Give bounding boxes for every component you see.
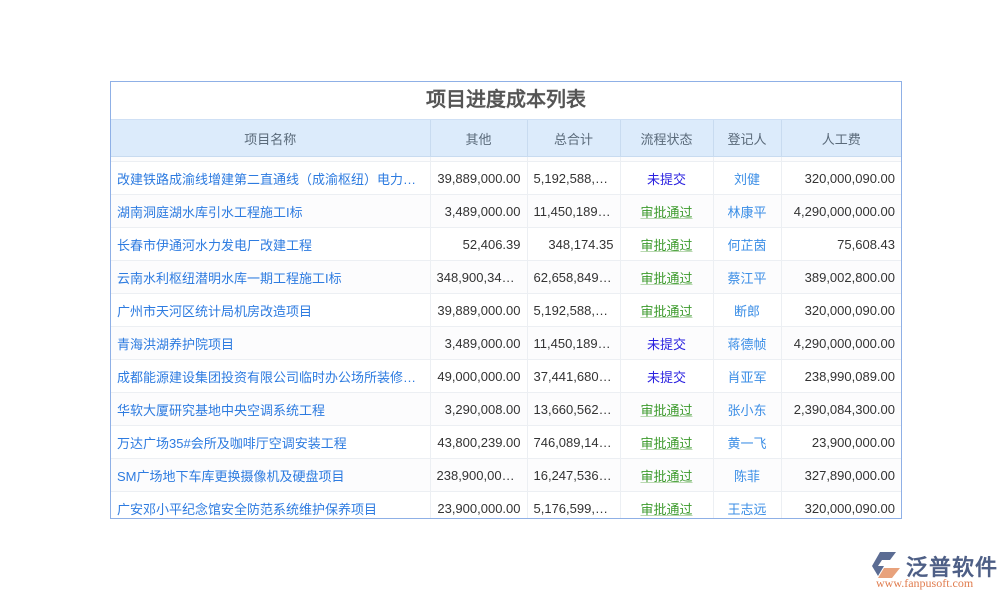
column-header-person[interactable]: 登记人 — [713, 120, 782, 157]
other-cost-cell: 49,000,000.00 — [430, 359, 528, 393]
registrant-link[interactable]: 张小东 — [713, 392, 782, 426]
logo-mark-icon — [872, 552, 900, 578]
other-cost-cell: 348,900,349.… — [430, 260, 528, 294]
other-cost-cell: 3,489,000.00 — [430, 326, 528, 360]
status-link[interactable]: 未提交 — [620, 359, 714, 393]
labor-cost-cell: 238,990,089.00 — [781, 359, 901, 393]
other-cost-cell: 43,800,239.00 — [430, 425, 528, 459]
status-link[interactable]: 未提交 — [620, 161, 714, 195]
status-link[interactable]: 审批通过 — [620, 425, 714, 459]
total-cost-cell: 13,660,562,… — [527, 392, 621, 426]
registrant-link[interactable]: 王志远 — [713, 491, 782, 518]
table-row[interactable]: 湖南洞庭湖水库引水工程施工I标 3,489,000.00 11,450,189,… 审… — [111, 194, 901, 228]
labor-cost-cell: 327,890,000.00 — [781, 458, 901, 492]
labor-cost-cell: 23,900,000.00 — [781, 425, 901, 459]
table-row[interactable]: 成都能源建设集团投资有限公司临时办公场所装修改造工… 49,000,000.00 3… — [111, 359, 901, 393]
total-cost-cell: 37,441,680,… — [527, 359, 621, 393]
table-row[interactable]: 万达广场35#会所及咖啡厅空调安装工程 43,800,239.00 746,089,… — [111, 425, 901, 459]
table-row[interactable]: 改建铁路成渝线增建第二直通线（成渝枢纽）电力线路迁… 39,889,000.00 5… — [111, 161, 901, 195]
registrant-link[interactable]: 蔡江平 — [713, 260, 782, 294]
project-name-link[interactable]: 青海洪湖养护院项目 — [111, 326, 431, 360]
column-header-status[interactable]: 流程状态 — [620, 120, 714, 157]
labor-cost-cell: 320,000,090.00 — [781, 161, 901, 195]
project-name-link[interactable]: 广州市天河区统计局机房改造项目 — [111, 293, 431, 327]
project-name-link[interactable]: 改建铁路成渝线增建第二直通线（成渝枢纽）电力线路迁… — [111, 161, 431, 195]
registrant-link[interactable]: 肖亚军 — [713, 359, 782, 393]
total-cost-cell: 5,176,599,0… — [527, 491, 621, 518]
column-header-labor[interactable]: 人工费 — [781, 120, 901, 157]
status-link[interactable]: 审批通过 — [620, 392, 714, 426]
labor-cost-cell: 389,002,800.00 — [781, 260, 901, 294]
table-row[interactable]: 青海洪湖养护院项目 3,489,000.00 11,450,189,… 未提交 蒋德帧 4… — [111, 326, 901, 360]
table-row[interactable]: 广州市天河区统计局机房改造项目 39,889,000.00 5,192,588,0…… — [111, 293, 901, 327]
status-link[interactable]: 审批通过 — [620, 491, 714, 518]
project-name-link[interactable]: 云南水利枢纽潜明水库一期工程施工I标 — [111, 260, 431, 294]
spacer-row — [111, 156, 901, 162]
other-cost-cell: 52,406.39 — [430, 227, 528, 261]
table-row[interactable]: SM广场地下车库更换摄像机及硬盘项目 238,900,000.… 16,247,53… — [111, 458, 901, 492]
status-link[interactable]: 审批通过 — [620, 458, 714, 492]
fanpu-logo: 泛普软件 www.fanpusoft.com — [868, 548, 998, 596]
table-row[interactable]: 华软大厦研究基地中央空调系统工程 3,290,008.00 13,660,562,…… — [111, 392, 901, 426]
table-row[interactable]: 云南水利枢纽潜明水库一期工程施工I标 348,900,349.… 62,658,84… — [111, 260, 901, 294]
labor-cost-cell: 320,000,090.00 — [781, 293, 901, 327]
labor-cost-cell: 320,000,090.00 — [781, 491, 901, 518]
project-name-link[interactable]: SM广场地下车库更换摄像机及硬盘项目 — [111, 458, 431, 492]
page-title: 项目进度成本列表 — [111, 82, 901, 120]
project-name-link[interactable]: 华软大厦研究基地中央空调系统工程 — [111, 392, 431, 426]
total-cost-cell: 746,089,141… — [527, 425, 621, 459]
logo-url: www.fanpusoft.com — [876, 576, 974, 590]
registrant-link[interactable]: 黄一飞 — [713, 425, 782, 459]
total-cost-cell: 16,247,536,… — [527, 458, 621, 492]
other-cost-cell: 39,889,000.00 — [430, 293, 528, 327]
total-cost-cell: 11,450,189,… — [527, 194, 621, 228]
status-link[interactable]: 未提交 — [620, 326, 714, 360]
project-name-link[interactable]: 长春市伊通河水力发电厂改建工程 — [111, 227, 431, 261]
cost-table: 项目名称 其他 总合计 流程状态 登记人 人工费 改建铁路成渝线增建第二直通线（… — [111, 120, 901, 518]
table-row[interactable]: 广安邓小平纪念馆安全防范系统维护保养项目 23,900,000.00 5,176,5… — [111, 491, 901, 518]
column-header-name[interactable]: 项目名称 — [111, 120, 431, 157]
total-cost-cell: 11,450,189,… — [527, 326, 621, 360]
logo-text: 泛普软件 — [906, 555, 999, 580]
status-link[interactable]: 审批通过 — [620, 227, 714, 261]
registrant-link[interactable]: 林康平 — [713, 194, 782, 228]
registrant-link[interactable]: 刘健 — [713, 161, 782, 195]
table-header: 项目名称 其他 总合计 流程状态 登记人 人工费 — [111, 120, 901, 157]
other-cost-cell: 3,489,000.00 — [430, 194, 528, 228]
column-header-total[interactable]: 总合计 — [527, 120, 621, 157]
status-link[interactable]: 审批通过 — [620, 194, 714, 228]
registrant-link[interactable]: 何芷茵 — [713, 227, 782, 261]
table-row[interactable]: 长春市伊通河水力发电厂改建工程 52,406.39 348,174.35 审批通过 何芷… — [111, 227, 901, 261]
project-name-link[interactable]: 成都能源建设集团投资有限公司临时办公场所装修改造工… — [111, 359, 431, 393]
total-cost-cell: 62,658,849,… — [527, 260, 621, 294]
total-cost-cell: 5,192,588,0… — [527, 293, 621, 327]
registrant-link[interactable]: 蒋德帧 — [713, 326, 782, 360]
status-link[interactable]: 审批通过 — [620, 293, 714, 327]
project-name-link[interactable]: 广安邓小平纪念馆安全防范系统维护保养项目 — [111, 491, 431, 518]
project-name-link[interactable]: 湖南洞庭湖水库引水工程施工I标 — [111, 194, 431, 228]
project-name-link[interactable]: 万达广场35#会所及咖啡厅空调安装工程 — [111, 425, 431, 459]
total-cost-cell: 348,174.35 — [527, 227, 621, 261]
labor-cost-cell: 2,390,084,300.00 — [781, 392, 901, 426]
other-cost-cell: 39,889,000.00 — [430, 161, 528, 195]
other-cost-cell: 23,900,000.00 — [430, 491, 528, 518]
cost-list-panel: 项目进度成本列表 项目名称 其他 总合计 流程状态 登记人 人工费 改建铁路成渝… — [110, 81, 902, 519]
other-cost-cell: 238,900,000.… — [430, 458, 528, 492]
registrant-link[interactable]: 陈菲 — [713, 458, 782, 492]
labor-cost-cell: 75,608.43 — [781, 227, 901, 261]
labor-cost-cell: 4,290,000,000.00 — [781, 326, 901, 360]
column-header-other[interactable]: 其他 — [430, 120, 528, 157]
registrant-link[interactable]: 断郎 — [713, 293, 782, 327]
other-cost-cell: 3,290,008.00 — [430, 392, 528, 426]
labor-cost-cell: 4,290,000,000.00 — [781, 194, 901, 228]
total-cost-cell: 5,192,588,0… — [527, 161, 621, 195]
status-link[interactable]: 审批通过 — [620, 260, 714, 294]
